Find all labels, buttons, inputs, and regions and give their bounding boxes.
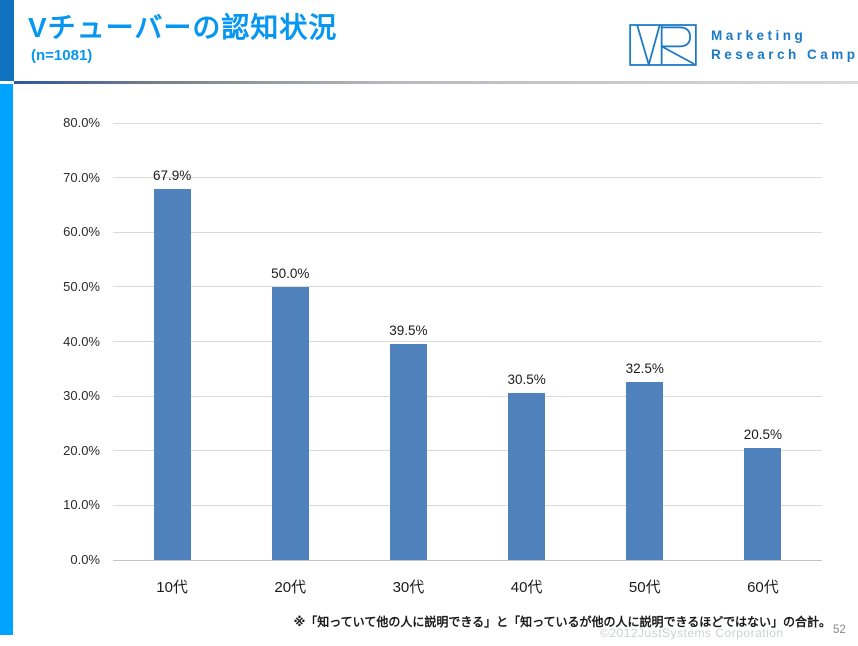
bar-value-label: 30.5% <box>507 372 546 388</box>
x-axis-tick-label: 10代 <box>156 579 188 596</box>
bar-60代 <box>744 448 782 560</box>
x-axis-tick-label: 40代 <box>510 579 543 596</box>
y-axis-tick-label: 70.0% <box>63 169 100 185</box>
y-axis-tick-label: 20.0% <box>63 442 100 458</box>
logo-text: Marketing Research Camp <box>711 26 858 64</box>
page-number: 52 <box>833 624 846 636</box>
header-divider <box>14 81 858 84</box>
bar-50代 <box>626 382 664 560</box>
grid-line <box>113 450 822 452</box>
mrc-logo-icon <box>629 24 697 66</box>
bar-40代 <box>508 393 546 560</box>
grid-line <box>113 341 822 342</box>
x-axis-tick-label: 60代 <box>747 579 779 596</box>
bar-30代 <box>389 344 427 560</box>
x-axis-tick-label: 30代 <box>392 579 425 596</box>
grid-line <box>113 286 822 288</box>
bar-value-label: 39.5% <box>389 323 428 339</box>
bar-10代 <box>153 189 191 560</box>
grid-line <box>113 504 822 506</box>
x-axis-tick-label: 20代 <box>274 579 307 596</box>
watermark: ©2012JustSystems Corporation <box>600 626 784 640</box>
accent-bar-top <box>0 0 14 81</box>
x-axis-line <box>113 559 822 561</box>
bar-value-label: 32.5% <box>625 361 664 377</box>
bar-value-label: 67.9% <box>152 168 192 184</box>
sample-size-label: (n=1081) <box>31 47 93 64</box>
grid-line <box>113 395 822 397</box>
page-title: Vチューバーの認知状況 <box>28 12 338 43</box>
bar-value-label: 20.5% <box>743 427 783 443</box>
y-axis-tick-label: 80.0% <box>63 115 100 130</box>
footnote: ※「知っていて他の人に説明できる」と「知っているが他の人に説明できるほどではない… <box>293 615 831 629</box>
y-axis-tick-label: 10.0% <box>63 497 100 513</box>
grid-line <box>113 231 822 233</box>
marketing-research-camp-logo: Marketing Research Camp <box>629 24 858 66</box>
logo-text-line2: Research Camp <box>711 47 858 62</box>
y-axis-tick-label: 40.0% <box>63 333 100 349</box>
y-axis-tick-label: 0.0% <box>70 552 100 567</box>
y-axis-tick-label: 30.0% <box>63 388 100 404</box>
y-axis-tick-label: 50.0% <box>63 278 100 294</box>
bar-value-label: 50.0% <box>271 265 310 281</box>
grid-line <box>113 122 822 124</box>
logo-text-line1: Marketing <box>711 28 807 43</box>
bar-20代 <box>271 286 309 560</box>
y-axis-tick-label: 60.0% <box>63 224 100 240</box>
x-axis-tick-label: 50代 <box>628 579 661 596</box>
accent-bar-left <box>0 84 13 635</box>
grid-line <box>113 177 822 179</box>
